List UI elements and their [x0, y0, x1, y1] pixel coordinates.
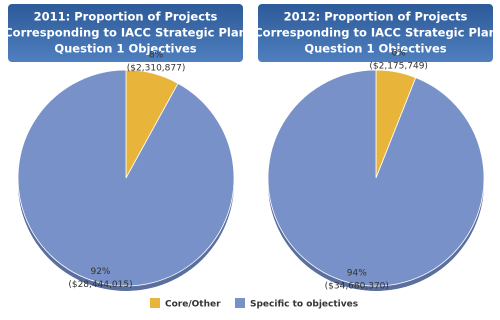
value-label: 94% [347, 268, 367, 278]
value-label: 6% [392, 49, 407, 59]
pie-slice [267, 69, 485, 287]
chart-title: Question 1 Objectives [304, 42, 446, 56]
value-label: 8% [149, 50, 164, 60]
legend-swatch [150, 298, 160, 308]
amount-label: ($2,175,749) [369, 62, 428, 72]
chart-title: 2011: Proportion of Projects [34, 10, 218, 24]
chart-title: Corresponding to IACC Strategic Plan [254, 26, 497, 40]
pie-slice [17, 69, 235, 287]
legend-label: Specific to objectives [250, 300, 358, 310]
chart-title: Corresponding to IACC Strategic Plan [4, 26, 247, 40]
chart-title: 2012: Proportion of Projects [284, 10, 468, 24]
amount-label: ($34,680,370) [325, 281, 389, 291]
legend-label: Core/Other [165, 300, 221, 310]
amount-label: ($2,310,877) [127, 63, 186, 73]
legend-swatch [235, 298, 245, 308]
title-box [258, 4, 493, 62]
chart-title: Question 1 Objectives [54, 42, 196, 56]
title-box [8, 4, 243, 62]
amount-label: ($28,444,015) [68, 280, 132, 290]
value-label: 92% [90, 267, 110, 277]
